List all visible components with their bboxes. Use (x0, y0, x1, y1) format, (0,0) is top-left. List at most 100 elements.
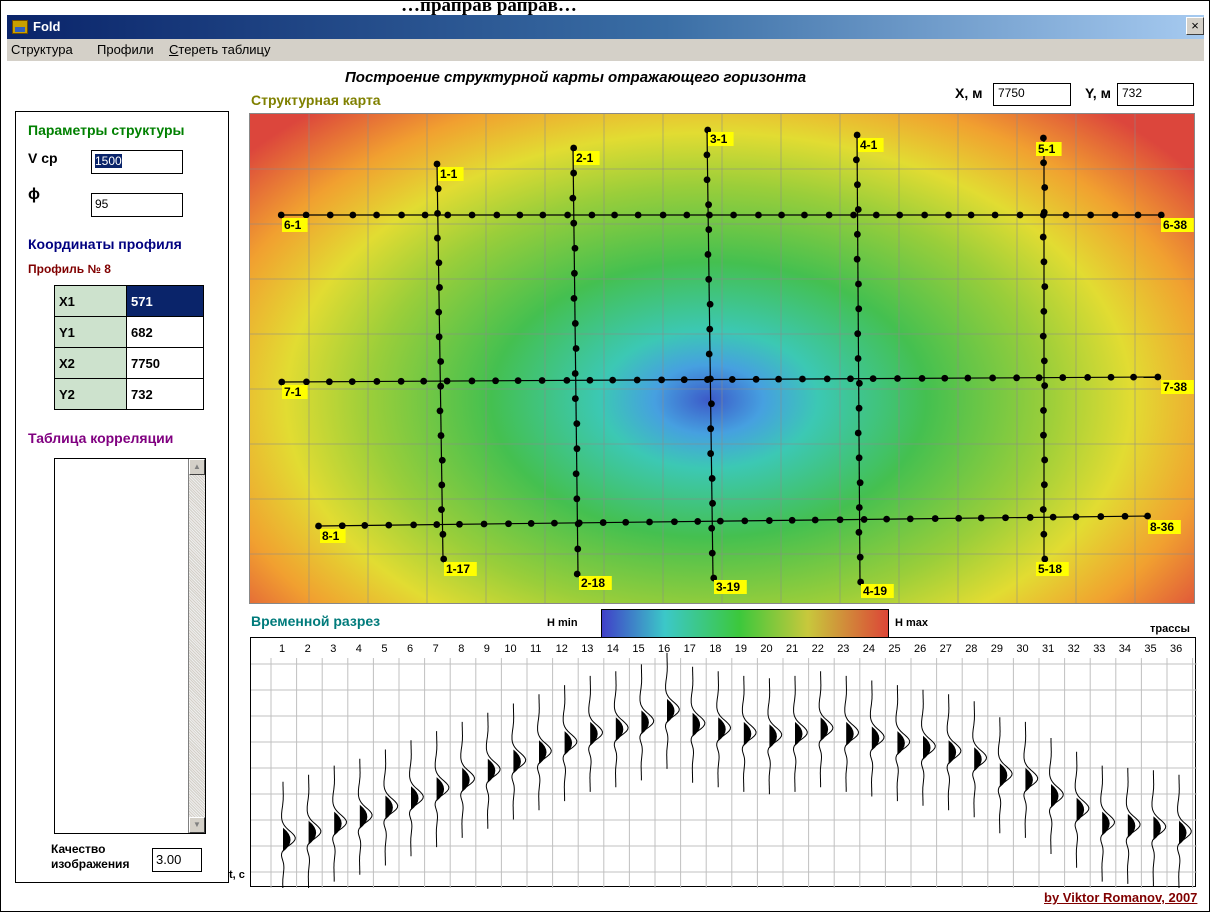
survey-point (571, 370, 579, 377)
survey-point (338, 522, 346, 530)
hmax-label: H max (895, 617, 929, 629)
profile-line (281, 376, 1159, 383)
seismic-trace (511, 703, 527, 820)
horizon-peak (795, 721, 803, 746)
survey-point (788, 516, 796, 524)
survey-point (1016, 211, 1024, 219)
profile-start-label-box (282, 218, 308, 232)
survey-point (538, 377, 546, 384)
survey-point (278, 378, 286, 386)
horizon-peak (513, 749, 521, 774)
survey-point (1040, 530, 1048, 538)
profile-start-label-box (858, 138, 884, 152)
coord-value[interactable]: 732 (126, 378, 204, 410)
survey-point (1049, 513, 1057, 521)
survey-point (705, 201, 712, 209)
seismic-trace (716, 671, 732, 788)
profile-start-label: 8-1 (322, 529, 340, 543)
vcp-field[interactable]: 1500 (91, 150, 183, 174)
menu-structure[interactable]: Структура (11, 42, 73, 57)
seismic-trace (332, 765, 348, 882)
x-coord-field[interactable]: 7750 (993, 83, 1071, 106)
scroll-up-button[interactable]: ▲ (189, 459, 205, 475)
profile-end-label: 1-17 (446, 562, 470, 576)
profile-end-label: 8-36 (1150, 520, 1174, 534)
survey-point (921, 211, 929, 219)
trace-number: 23 (837, 643, 849, 655)
trace-number: 35 (1144, 643, 1156, 655)
trace-number: 3 (330, 643, 336, 655)
survey-point (633, 376, 641, 384)
menu-clear-table[interactable]: Стереть таблицу (169, 42, 271, 57)
structure-map[interactable]: 1-1 1-17 2-1 2-18 3-1 3-19 4-1 4-19 5-1 5-18 6-1 6-… (249, 113, 1195, 604)
y-coord-field[interactable]: 732 (1117, 83, 1194, 106)
horizon-peak (385, 795, 393, 820)
quality-field[interactable]: 3.00 (152, 848, 202, 872)
survey-point (1040, 307, 1048, 315)
survey-point (708, 524, 716, 532)
survey-point (611, 211, 618, 219)
survey-point (348, 378, 356, 385)
horizon-peak (1051, 784, 1059, 808)
coord-value[interactable]: 7750 (126, 347, 204, 379)
survey-point (707, 450, 715, 457)
survey-point (854, 330, 862, 338)
horizon-peak (436, 777, 445, 802)
profile-start-label-box (438, 167, 464, 181)
survey-point (588, 211, 596, 219)
survey-point (869, 375, 877, 383)
menu-clear-table-accel: С (169, 42, 179, 57)
horizon-peak (615, 717, 624, 742)
survey-point (855, 504, 863, 511)
coord-value[interactable]: 682 (126, 316, 204, 348)
survey-point (570, 169, 578, 177)
quality-label-line1: Качество (51, 842, 106, 856)
survey-point (1041, 555, 1049, 563)
correlation-list[interactable]: ▲ ▼ (54, 458, 206, 834)
profile-start-label: 3-1 (710, 132, 728, 146)
survey-point (741, 517, 749, 525)
survey-point (967, 211, 975, 219)
survey-point (1144, 512, 1151, 520)
survey-point (438, 456, 446, 464)
survey-point (857, 578, 865, 586)
phi-field[interactable]: 95 (91, 193, 183, 217)
survey-point (918, 374, 926, 382)
survey-point (854, 181, 861, 189)
seismic-trace (792, 675, 808, 792)
profile-end-label-box (861, 584, 894, 598)
seismic-trace (613, 671, 629, 788)
trace-number: 8 (458, 643, 464, 655)
coord-key: Y1 (54, 316, 127, 348)
survey-point (1087, 211, 1095, 219)
correlation-scrollbar[interactable]: ▲ ▼ (188, 459, 205, 833)
window-titlebar[interactable]: Fold × (7, 15, 1204, 39)
survey-point (468, 211, 476, 219)
survey-point (420, 377, 428, 385)
survey-point (1059, 374, 1067, 381)
survey-point (468, 377, 476, 385)
scroll-down-button[interactable]: ▼ (189, 817, 205, 833)
profile-end-label: 3-19 (716, 580, 740, 594)
time-section[interactable]: 1 2 3 4 5 6 7 8 9 10 11 12 13 14 15 16 17 18 19 20 21 22 23 24 2… (250, 637, 1197, 888)
horizon-peak (667, 698, 675, 723)
menu-profiles[interactable]: Профили (97, 42, 154, 57)
author-credit[interactable]: by Viktor Romanov, 2007 (1044, 890, 1198, 905)
seismic-trace (1048, 738, 1064, 854)
app-icon (12, 20, 28, 34)
profile-start-label-box (574, 151, 600, 165)
survey-point (435, 308, 443, 316)
survey-point (1130, 373, 1137, 381)
survey-point (326, 211, 334, 219)
depth-colorbar (601, 609, 889, 638)
close-button[interactable]: × (1186, 17, 1204, 35)
horizon-peak (1025, 767, 1033, 792)
seismic-trace (357, 758, 373, 875)
seismic-trace (844, 675, 860, 792)
survey-point (315, 522, 322, 530)
survey-point (325, 378, 333, 386)
horizon-peak (1153, 816, 1161, 841)
seismic-trace (639, 664, 655, 781)
coord-value[interactable]: 571 (126, 285, 204, 317)
profile-start-label-box (708, 132, 734, 146)
